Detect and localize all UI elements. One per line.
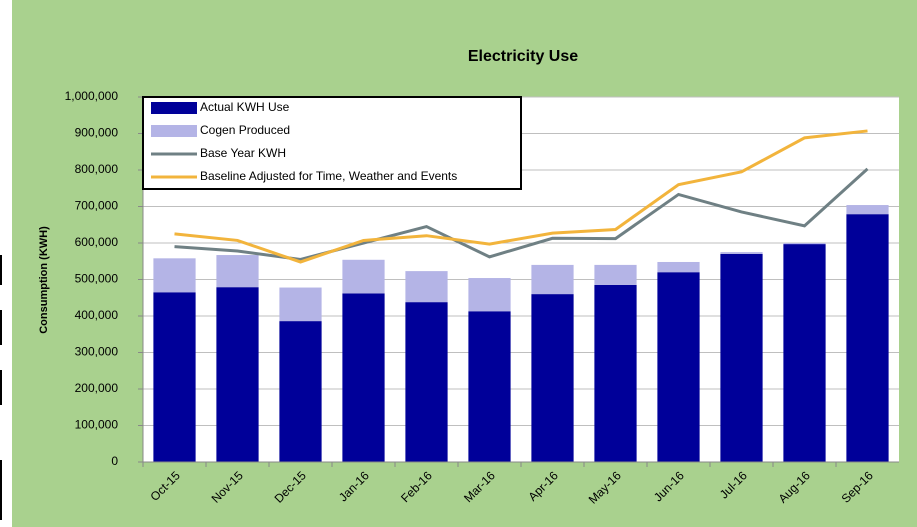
- edge-mark: [0, 310, 2, 345]
- bar: [216, 255, 259, 288]
- legend-swatch: [151, 102, 197, 114]
- bar: [342, 259, 385, 294]
- bar: [279, 321, 322, 462]
- bar: [594, 264, 637, 285]
- bar: [720, 252, 763, 254]
- bar: [279, 287, 322, 322]
- bar: [216, 287, 259, 462]
- legend-box: [142, 96, 522, 190]
- y-tick-label: 200,000: [75, 381, 119, 395]
- bar: [657, 261, 700, 273]
- y-tick-label: 900,000: [75, 126, 119, 140]
- chart-title: Electricity Use: [468, 48, 578, 65]
- bar: [594, 284, 637, 462]
- y-tick-label: 400,000: [75, 308, 119, 322]
- legend-label: Baseline Adjusted for Time, Weather and …: [200, 169, 457, 183]
- bar: [657, 272, 700, 462]
- line-series: [174, 129, 868, 264]
- y-tick-label: 600,000: [75, 235, 119, 249]
- y-tick-label: 100,000: [75, 418, 119, 432]
- bar: [405, 271, 448, 303]
- y-tick-label: 500,000: [75, 272, 119, 286]
- edge-mark: [0, 370, 2, 405]
- legend-label: Base Year KWH: [200, 146, 286, 160]
- bar: [846, 214, 889, 462]
- bar: [153, 292, 196, 462]
- bar: [720, 253, 763, 462]
- bar: [342, 293, 385, 462]
- y-tick-label: 1,000,000: [65, 89, 119, 103]
- bar: [405, 302, 448, 462]
- legend-label: Cogen Produced: [200, 123, 290, 137]
- edge-mark: [0, 255, 2, 285]
- legend-swatch: [151, 125, 197, 137]
- bar: [531, 294, 574, 462]
- edge-mark: [0, 460, 2, 520]
- bar: [783, 244, 826, 462]
- y-tick-label: 800,000: [75, 162, 119, 176]
- y-axis-label: Consumption (KWH): [38, 226, 50, 334]
- bar: [783, 243, 826, 245]
- bar: [531, 264, 574, 295]
- y-tick-label: 700,000: [75, 199, 119, 213]
- bar: [468, 278, 511, 312]
- y-tick-label: 300,000: [75, 345, 119, 359]
- bar: [153, 258, 196, 293]
- y-tick-label: 0: [111, 454, 118, 468]
- bar: [846, 205, 889, 215]
- bar: [468, 311, 511, 462]
- legend-label: Actual KWH Use: [200, 100, 290, 114]
